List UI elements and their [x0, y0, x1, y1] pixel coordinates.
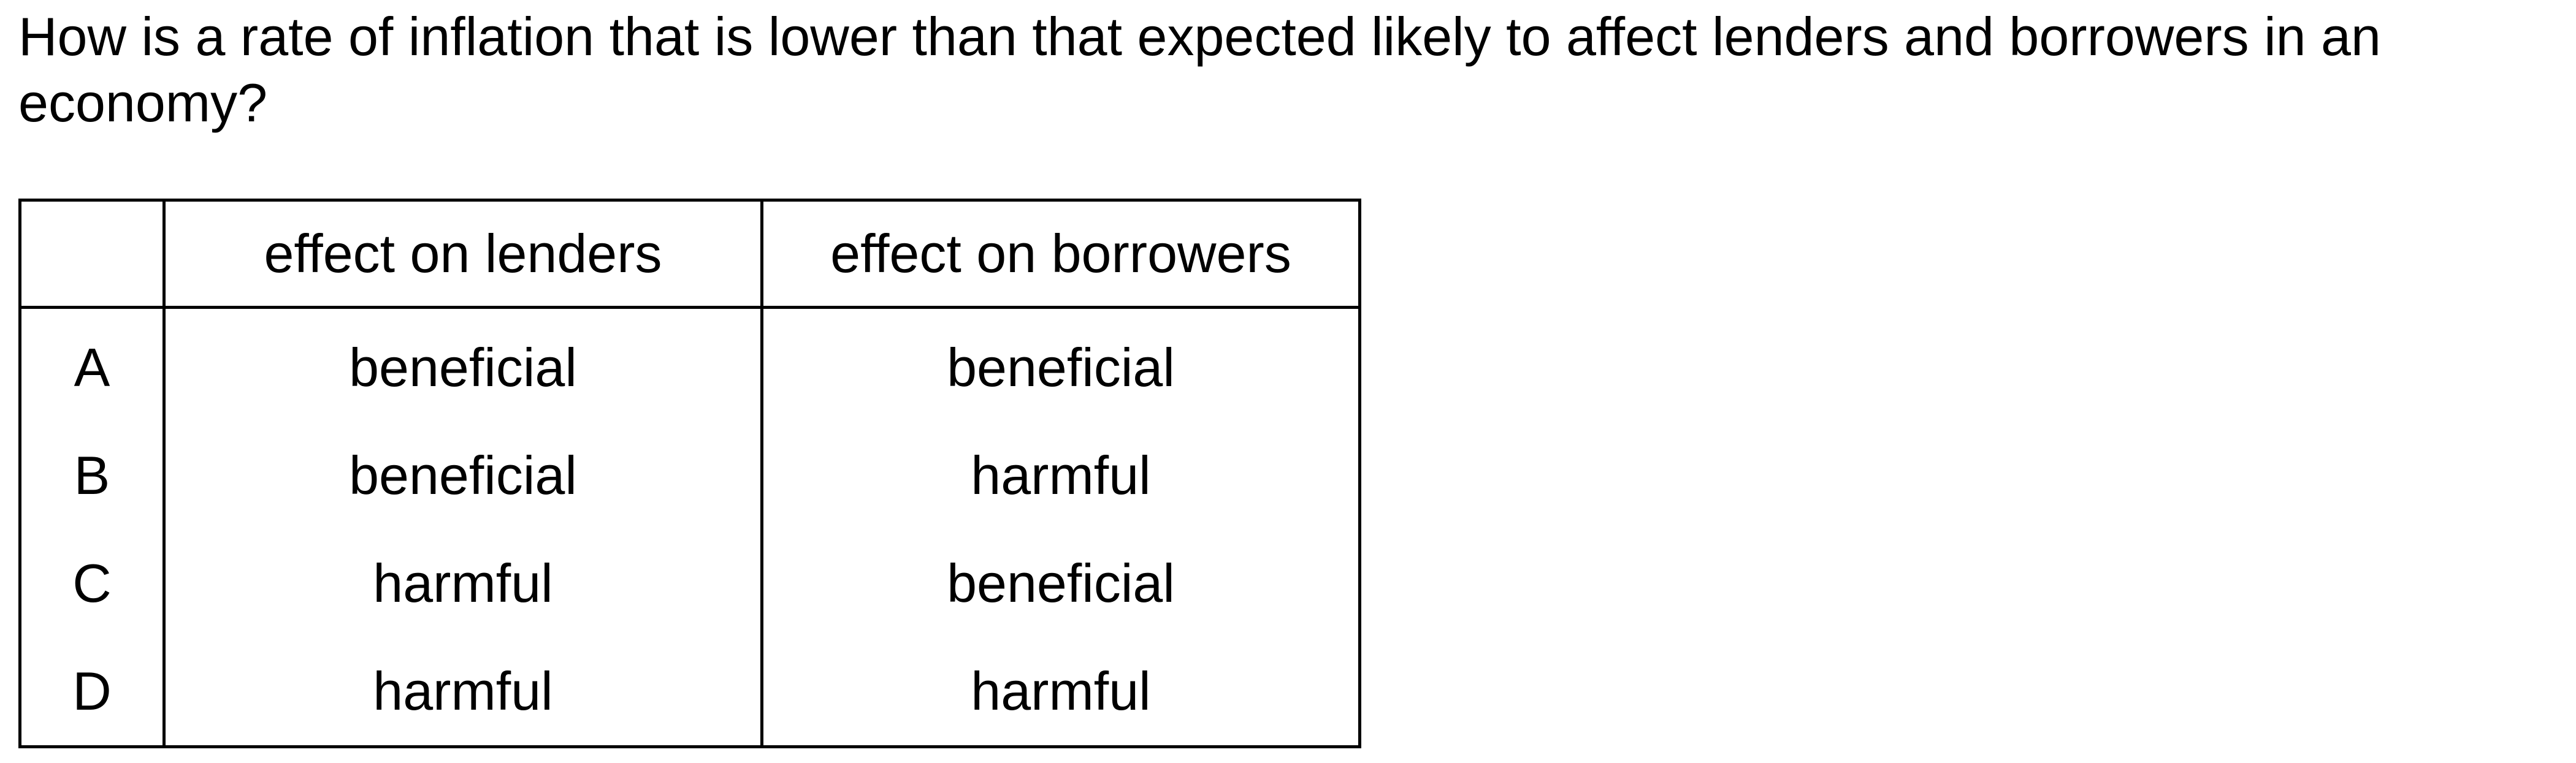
table-row: A beneficial beneficial	[18, 307, 1361, 422]
option-a-lenders: beneficial	[162, 307, 763, 422]
option-key-a: A	[18, 307, 166, 422]
table-header-row: effect on lenders effect on borrowers	[18, 199, 1361, 309]
table-row: B beneficial harmful	[18, 422, 1361, 530]
option-c-lenders: harmful	[162, 530, 763, 637]
option-d-lenders: harmful	[162, 637, 763, 748]
option-key-d: D	[18, 637, 166, 748]
header-key-cell	[18, 199, 166, 309]
option-c-borrowers: beneficial	[760, 530, 1361, 637]
header-effect-on-borrowers: effect on borrowers	[760, 199, 1361, 309]
table-row: D harmful harmful	[18, 637, 1361, 748]
option-a-borrowers: beneficial	[760, 307, 1361, 422]
option-b-lenders: beneficial	[162, 422, 763, 530]
option-key-b: B	[18, 422, 166, 530]
option-d-borrowers: harmful	[760, 637, 1361, 748]
table-row: C harmful beneficial	[18, 530, 1361, 637]
option-b-borrowers: harmful	[760, 422, 1361, 530]
header-effect-on-lenders: effect on lenders	[162, 199, 763, 309]
question-text: How is a rate of inflation that is lower…	[18, 6, 2381, 133]
answer-options-table: effect on lenders effect on borrowers A …	[18, 199, 1361, 748]
option-key-c: C	[18, 530, 166, 637]
